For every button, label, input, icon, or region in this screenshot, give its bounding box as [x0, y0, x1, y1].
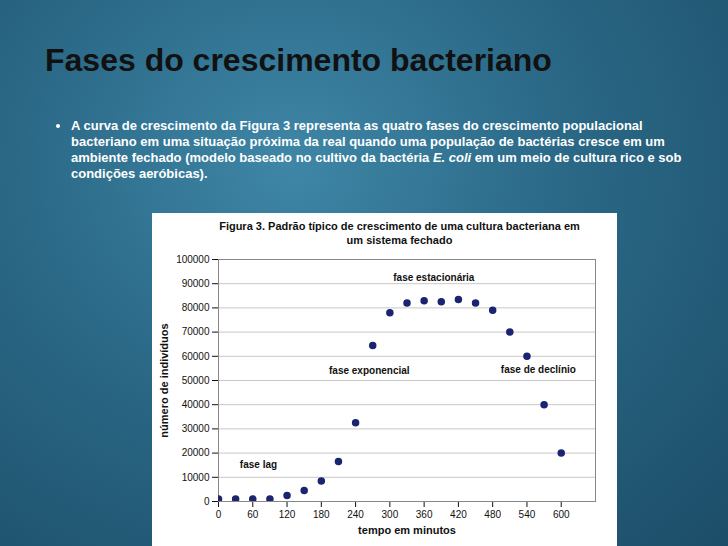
svg-text:40000: 40000 — [182, 399, 210, 410]
svg-text:100000: 100000 — [176, 254, 210, 265]
svg-text:600: 600 — [553, 509, 570, 520]
html-text:A curva de crescimento da Figu: A curva de crescimento da Figura 3 repre… — [71, 118, 682, 181]
svg-text:0: 0 — [204, 496, 210, 507]
svg-text:tempo em minutos: tempo em minutos — [358, 524, 456, 536]
svg-text:fase lag: fase lag — [240, 459, 277, 470]
svg-text:80000: 80000 — [182, 302, 210, 313]
svg-text:120: 120 — [279, 509, 296, 520]
svg-text:10000: 10000 — [182, 472, 210, 483]
svg-text:90000: 90000 — [182, 278, 210, 289]
svg-text:0: 0 — [216, 509, 222, 520]
svg-text:fase de declínio: fase de declínio — [501, 364, 576, 375]
svg-text:480: 480 — [484, 509, 501, 520]
svg-text:420: 420 — [450, 509, 467, 520]
svg-text:540: 540 — [519, 509, 536, 520]
svg-text:50000: 50000 — [182, 375, 210, 386]
svg-text:60000: 60000 — [182, 351, 210, 362]
svg-text:70000: 70000 — [182, 326, 210, 337]
svg-text:360: 360 — [416, 509, 433, 520]
svg-text:240: 240 — [347, 509, 364, 520]
svg-text:300: 300 — [382, 509, 399, 520]
svg-text:número de indivíduos: número de indivíduos — [158, 323, 170, 437]
svg-text:20000: 20000 — [182, 447, 210, 458]
svg-text:fase exponencial: fase exponencial — [329, 365, 410, 376]
html-text:Fases do crescimento bacterian: Fases do crescimento bacteriano — [45, 42, 552, 78]
svg-text:fase estacionária: fase estacionária — [393, 272, 475, 283]
svg-text:60: 60 — [247, 509, 259, 520]
svg-text:180: 180 — [313, 509, 330, 520]
svg-text:30000: 30000 — [182, 423, 210, 434]
html-text:Figura 3. Padrão típico de cre: Figura 3. Padrão típico de crescimento d… — [219, 220, 580, 246]
